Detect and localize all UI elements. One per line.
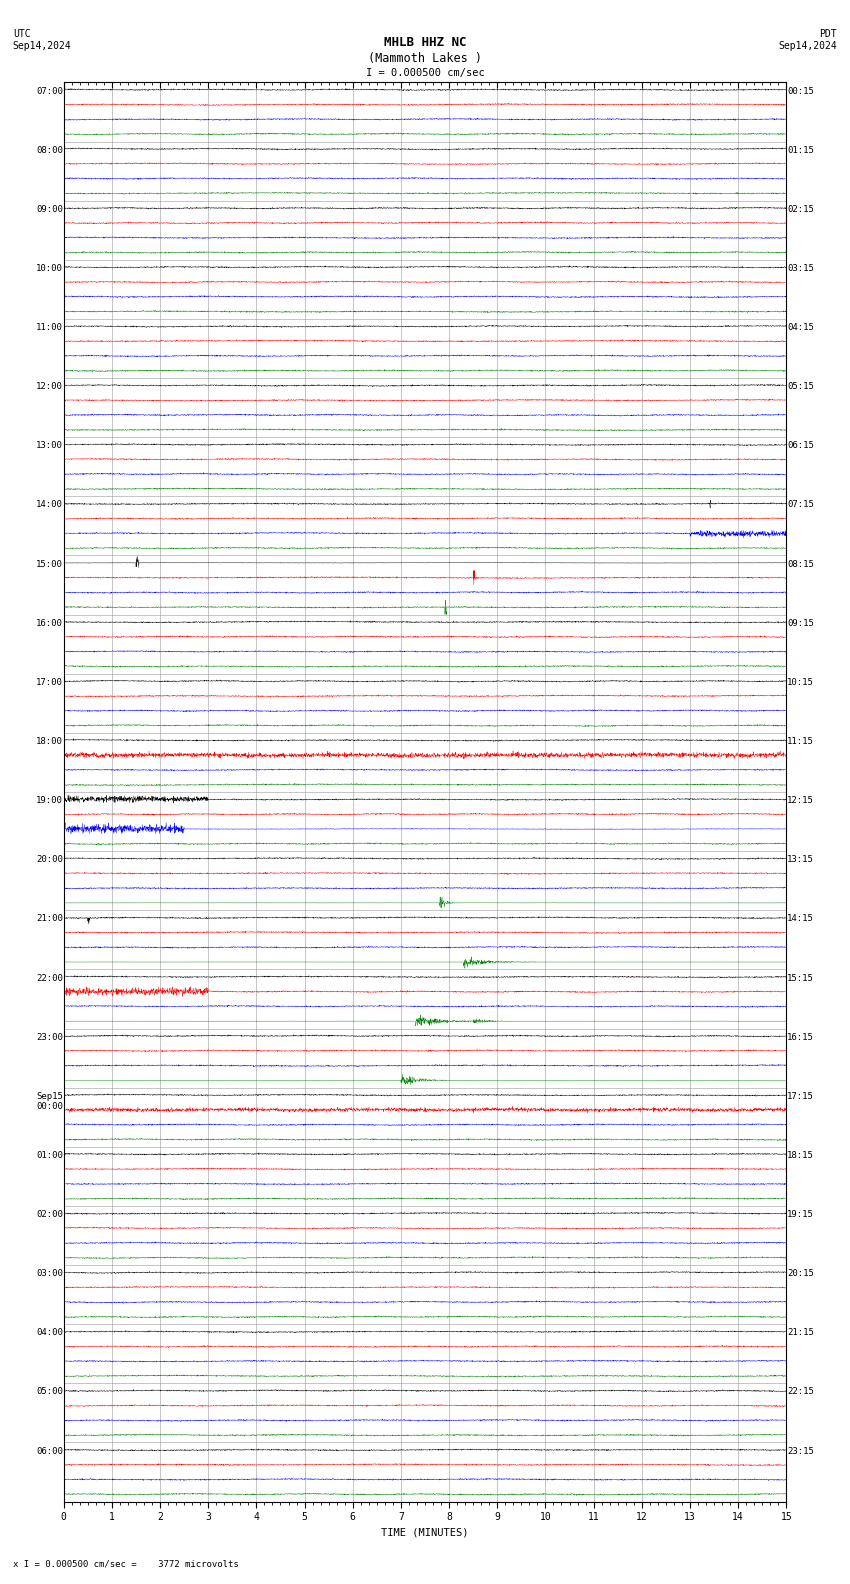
Text: 12:00: 12:00 (36, 382, 63, 391)
Text: 07:00: 07:00 (36, 87, 63, 95)
Text: 01:15: 01:15 (787, 146, 814, 155)
Text: 08:15: 08:15 (787, 559, 814, 569)
Text: 19:00: 19:00 (36, 797, 63, 805)
Text: (Mammoth Lakes ): (Mammoth Lakes ) (368, 52, 482, 65)
Text: 04:15: 04:15 (787, 323, 814, 333)
Text: 09:15: 09:15 (787, 619, 814, 627)
Text: 05:00: 05:00 (36, 1388, 63, 1397)
Text: x I = 0.000500 cm/sec =    3772 microvolts: x I = 0.000500 cm/sec = 3772 microvolts (13, 1559, 239, 1568)
Text: 04:00: 04:00 (36, 1329, 63, 1337)
Text: 10:00: 10:00 (36, 265, 63, 272)
Text: 14:15: 14:15 (787, 914, 814, 923)
Text: 22:00: 22:00 (36, 974, 63, 982)
Text: 10:15: 10:15 (787, 678, 814, 687)
Text: 23:15: 23:15 (787, 1446, 814, 1456)
Text: 06:00: 06:00 (36, 1446, 63, 1456)
Text: MHLB HHZ NC: MHLB HHZ NC (383, 36, 467, 49)
Text: 03:15: 03:15 (787, 265, 814, 272)
Text: 18:00: 18:00 (36, 737, 63, 746)
Text: 15:00: 15:00 (36, 559, 63, 569)
Text: UTC: UTC (13, 29, 31, 38)
Text: 02:15: 02:15 (787, 204, 814, 214)
Text: 16:15: 16:15 (787, 1033, 814, 1042)
X-axis label: TIME (MINUTES): TIME (MINUTES) (382, 1527, 468, 1538)
Text: 21:15: 21:15 (787, 1329, 814, 1337)
Text: 18:15: 18:15 (787, 1152, 814, 1159)
Text: 07:15: 07:15 (787, 501, 814, 510)
Text: 17:15: 17:15 (787, 1091, 814, 1101)
Text: 22:15: 22:15 (787, 1388, 814, 1397)
Text: PDT: PDT (819, 29, 837, 38)
Text: I = 0.000500 cm/sec: I = 0.000500 cm/sec (366, 68, 484, 78)
Text: 14:00: 14:00 (36, 501, 63, 510)
Text: 11:00: 11:00 (36, 323, 63, 333)
Text: 08:00: 08:00 (36, 146, 63, 155)
Text: 02:00: 02:00 (36, 1210, 63, 1220)
Text: Sep15
00:00: Sep15 00:00 (36, 1091, 63, 1112)
Text: 17:00: 17:00 (36, 678, 63, 687)
Text: 03:00: 03:00 (36, 1269, 63, 1278)
Text: 21:00: 21:00 (36, 914, 63, 923)
Text: 01:00: 01:00 (36, 1152, 63, 1159)
Text: 13:00: 13:00 (36, 442, 63, 450)
Text: 13:15: 13:15 (787, 855, 814, 865)
Text: Sep14,2024: Sep14,2024 (13, 41, 71, 51)
Text: 12:15: 12:15 (787, 797, 814, 805)
Text: 20:15: 20:15 (787, 1269, 814, 1278)
Text: 09:00: 09:00 (36, 204, 63, 214)
Text: 11:15: 11:15 (787, 737, 814, 746)
Text: 23:00: 23:00 (36, 1033, 63, 1042)
Text: 19:15: 19:15 (787, 1210, 814, 1220)
Text: 20:00: 20:00 (36, 855, 63, 865)
Text: 05:15: 05:15 (787, 382, 814, 391)
Text: 06:15: 06:15 (787, 442, 814, 450)
Text: 15:15: 15:15 (787, 974, 814, 982)
Text: 00:15: 00:15 (787, 87, 814, 95)
Text: Sep14,2024: Sep14,2024 (779, 41, 837, 51)
Text: 16:00: 16:00 (36, 619, 63, 627)
